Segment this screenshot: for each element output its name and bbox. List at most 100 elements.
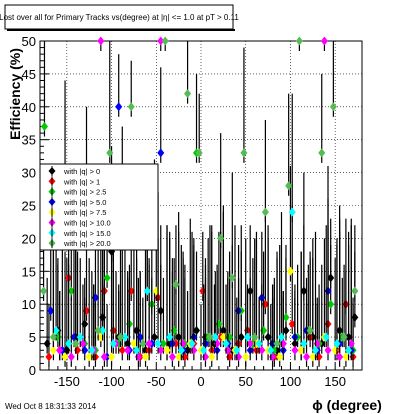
data-point xyxy=(154,339,162,349)
data-points xyxy=(40,36,359,367)
legend-label: with |q| > 1 xyxy=(63,177,100,186)
data-point xyxy=(267,345,275,355)
data-point xyxy=(172,339,180,349)
data-point xyxy=(237,332,245,342)
data-point xyxy=(255,339,263,349)
x-tick-label: -50 xyxy=(147,374,166,389)
legend-label: with |q| > 15.0 xyxy=(63,229,111,238)
data-point xyxy=(351,286,359,296)
data-point xyxy=(342,352,350,362)
data-point xyxy=(311,345,319,355)
data-point xyxy=(219,332,227,342)
data-point xyxy=(208,352,216,362)
data-point xyxy=(211,332,219,342)
y-tick-label: 50 xyxy=(22,34,36,49)
data-point xyxy=(276,352,284,362)
data-point xyxy=(106,148,114,158)
data-point xyxy=(88,345,96,355)
legend-label: with |q| > 20.0 xyxy=(63,239,111,248)
axis-ticks: -150 -100 -50 0 50 100 150 0 5 10 15 20 25 30 35 40 45 50 xyxy=(22,34,354,389)
data-point xyxy=(52,326,60,336)
data-point xyxy=(333,339,341,349)
data-point xyxy=(278,332,285,342)
data-point xyxy=(99,326,107,336)
legend-label: with |q| > 10.0 xyxy=(63,219,111,228)
y-tick-label: 30 xyxy=(22,166,36,181)
data-point xyxy=(139,339,147,349)
data-point xyxy=(45,352,53,362)
legend-label: with |q| > 0 xyxy=(63,167,100,176)
data-point xyxy=(222,339,230,349)
data-point xyxy=(115,102,123,112)
data-point xyxy=(40,286,48,296)
data-point xyxy=(47,306,55,316)
data-point xyxy=(273,339,281,349)
data-point xyxy=(142,352,150,362)
data-point xyxy=(61,352,69,362)
data-point xyxy=(251,332,259,342)
data-point xyxy=(306,326,314,336)
data-point xyxy=(94,326,102,336)
data-point xyxy=(130,339,138,349)
y-tick-label: 0 xyxy=(29,363,36,378)
y-tick-label: 35 xyxy=(22,133,36,148)
data-point xyxy=(285,181,293,191)
data-point xyxy=(109,339,117,349)
data-point xyxy=(150,332,158,342)
legend-label: with |q| > 2.5 xyxy=(63,188,106,197)
data-point xyxy=(320,36,328,46)
data-point xyxy=(49,332,57,342)
data-point xyxy=(124,345,132,355)
timestamp: Wed Oct 8 18:31:33 2014 xyxy=(5,402,97,411)
data-point xyxy=(288,207,296,217)
data-point xyxy=(282,326,290,336)
data-point xyxy=(168,352,176,362)
y-tick-label: 25 xyxy=(22,199,36,214)
data-point xyxy=(133,345,141,355)
x-axis-title: ϕ (degree) xyxy=(312,397,382,413)
x-tick-label: -150 xyxy=(54,374,80,389)
data-point xyxy=(291,345,299,355)
data-point xyxy=(242,352,250,362)
data-point xyxy=(121,332,129,342)
data-point xyxy=(172,279,180,289)
data-point xyxy=(166,332,174,342)
data-point xyxy=(228,273,236,283)
data-point xyxy=(159,339,167,349)
data-point xyxy=(161,36,169,46)
data-point xyxy=(329,102,337,112)
x-tick-label: -100 xyxy=(99,374,125,389)
legend-label: with |q| > 7.5 xyxy=(63,208,106,217)
chart-title: Lost over all for Primary Tracks vs(degr… xyxy=(0,13,239,22)
data-point xyxy=(233,345,241,355)
data-point xyxy=(184,89,192,99)
data-point xyxy=(244,332,252,342)
x-tick-label: 100 xyxy=(280,374,302,389)
data-point xyxy=(282,312,290,322)
y-tick-label: 45 xyxy=(22,67,36,82)
title-box: Lost over all for Primary Tracks vs(degr… xyxy=(0,4,239,31)
y-tick-label: 15 xyxy=(22,264,36,279)
legend-label: with |q| > 5.0 xyxy=(63,198,106,207)
data-point xyxy=(157,345,165,355)
data-point xyxy=(67,352,75,362)
data-point xyxy=(286,266,294,276)
y-tick-label: 20 xyxy=(22,231,36,246)
legend-box xyxy=(39,163,159,251)
data-point xyxy=(157,148,165,158)
data-point xyxy=(295,36,303,46)
data-point xyxy=(108,352,116,362)
data-point xyxy=(157,36,165,46)
data-point xyxy=(103,273,111,283)
data-point xyxy=(240,148,248,158)
x-tick-label: 0 xyxy=(197,374,204,389)
data-point xyxy=(67,286,75,296)
data-point xyxy=(195,148,203,158)
data-point xyxy=(347,339,355,349)
data-point xyxy=(217,233,225,243)
y-tick-label: 40 xyxy=(22,100,36,115)
data-point xyxy=(177,345,185,355)
data-point xyxy=(49,345,57,355)
data-point xyxy=(145,339,153,349)
data-point xyxy=(56,345,64,355)
